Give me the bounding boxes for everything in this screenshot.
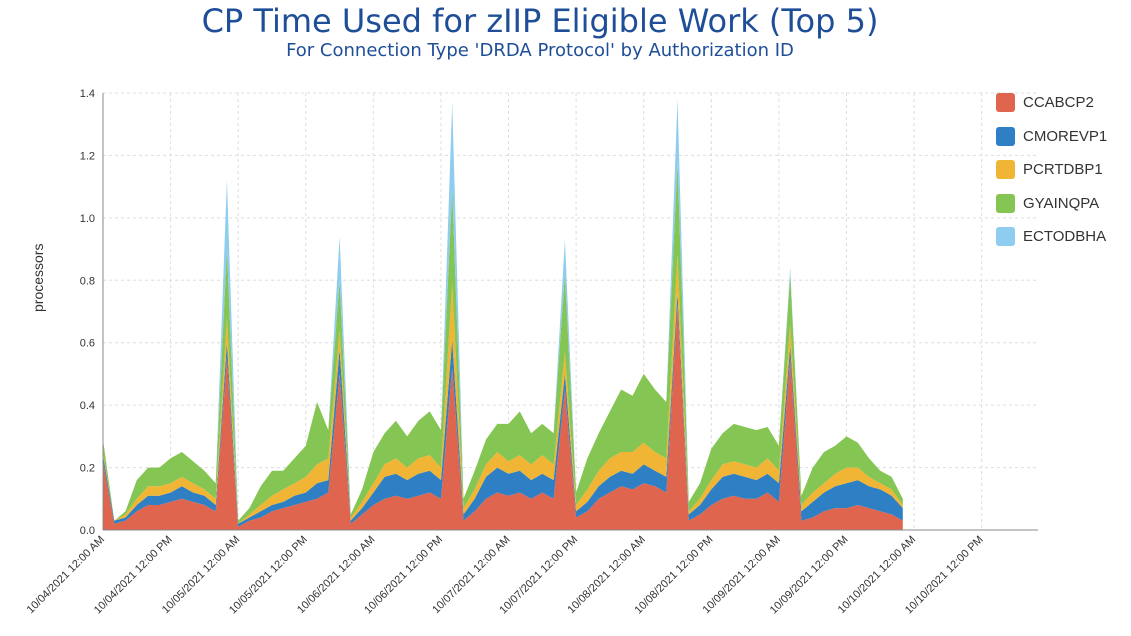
area-series-cmorevp1 — [103, 292, 903, 527]
legend-swatch — [996, 160, 1015, 180]
x-tick-label: 10/04/2021 12:00 AM — [25, 534, 107, 616]
legend-swatch — [996, 126, 1015, 146]
x-tick-label: 10/09/2021 12:00 AM — [701, 534, 783, 616]
legend-label: CMOREVP1 — [1023, 127, 1108, 145]
y-tick-label: 1.4 — [80, 88, 95, 100]
x-tick-label: 10/08/2021 12:00 AM — [565, 534, 647, 616]
legend-item-cmorevp1[interactable]: CMOREVP1 — [996, 120, 1107, 154]
area-series-gyainqpa — [103, 161, 903, 524]
legend-label: ECTODBHA — [1023, 228, 1107, 246]
legend-swatch — [996, 193, 1015, 213]
y-tick-label: 1.2 — [80, 150, 95, 162]
x-tick-label: 10/05/2021 12:00 AM — [160, 534, 242, 616]
axes — [102, 93, 1038, 531]
legend-item-ccabcp2[interactable]: CCABCP2 — [996, 86, 1107, 120]
legend-item-pcrtdbp1[interactable]: PCRTDBP1 — [996, 153, 1107, 187]
y-tick-label: 0.2 — [80, 463, 95, 475]
legend-item-ectodbha[interactable]: ECTODBHA — [996, 220, 1107, 254]
x-tick-label: 10/10/2021 12:00 AM — [836, 534, 918, 616]
area-series-pcrtdbp1 — [103, 255, 903, 524]
y-tick-labels: 0.0 0.2 0.4 0.6 0.8 1.0 1.2 1.4 — [80, 88, 95, 537]
y-tick-label: 0.0 — [80, 525, 95, 537]
series-areas — [103, 99, 903, 530]
legend-swatch — [996, 227, 1015, 247]
area-series-ccabcp2 — [103, 305, 903, 530]
x-tick-label: 10/07/2021 12:00 AM — [430, 534, 512, 616]
y-tick-label: 0.4 — [80, 400, 95, 412]
y-tick-label: 0.6 — [80, 338, 95, 350]
legend: CCABCP2 CMOREVP1 PCRTDBP1 GYAINQPA ECTOD… — [996, 86, 1107, 254]
chart-subtitle: For Connection Type 'DRDA Protocol' by A… — [286, 40, 794, 61]
x-tick-label: 10/10/2021 12:00 PM — [903, 534, 986, 617]
x-tick-label: 10/06/2021 12:00 AM — [295, 534, 377, 616]
y-tick-label: 1.0 — [80, 213, 95, 225]
y-tick-label: 0.8 — [80, 275, 95, 287]
chart-title: CP Time Used for zIIP Eligible Work (Top… — [201, 2, 879, 40]
legend-label: CCABCP2 — [1023, 94, 1094, 112]
legend-swatch — [996, 93, 1015, 113]
legend-label: PCRTDBP1 — [1023, 161, 1103, 179]
legend-label: GYAINQPA — [1023, 194, 1100, 212]
legend-item-gyainqpa[interactable]: GYAINQPA — [996, 187, 1107, 221]
